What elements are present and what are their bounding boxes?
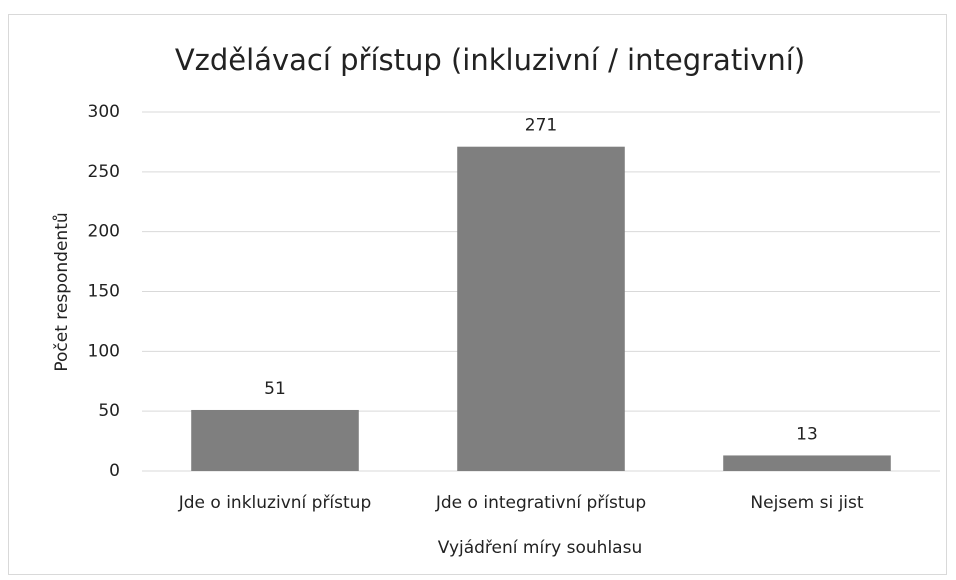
y-tick-label: 100	[88, 341, 120, 361]
y-tick-label: 300	[88, 102, 120, 122]
data-label: 271	[525, 116, 557, 136]
y-tick-label: 250	[88, 162, 120, 182]
y-tick-label: 150	[88, 282, 120, 302]
data-label: 13	[796, 424, 818, 444]
x-tick-label: Jde o integrativní přístup	[435, 493, 646, 513]
y-tick-label: 0	[109, 461, 120, 481]
x-axis-label: Vyjádření míry souhlasu	[438, 538, 642, 558]
data-label: 51	[264, 379, 286, 399]
x-tick-label: Nejsem si jist	[750, 493, 863, 513]
y-tick-label: 50	[98, 401, 120, 421]
bar	[723, 455, 891, 471]
y-axis-label: Počet respondentů	[52, 212, 72, 371]
bar	[191, 409, 359, 471]
x-tick-label: Jde o inkluzivní přístup	[178, 493, 372, 513]
y-tick-label: 200	[88, 222, 120, 242]
chart-title: Vzdělávací přístup (inkluzivní / integra…	[175, 43, 805, 77]
bar	[457, 146, 625, 471]
